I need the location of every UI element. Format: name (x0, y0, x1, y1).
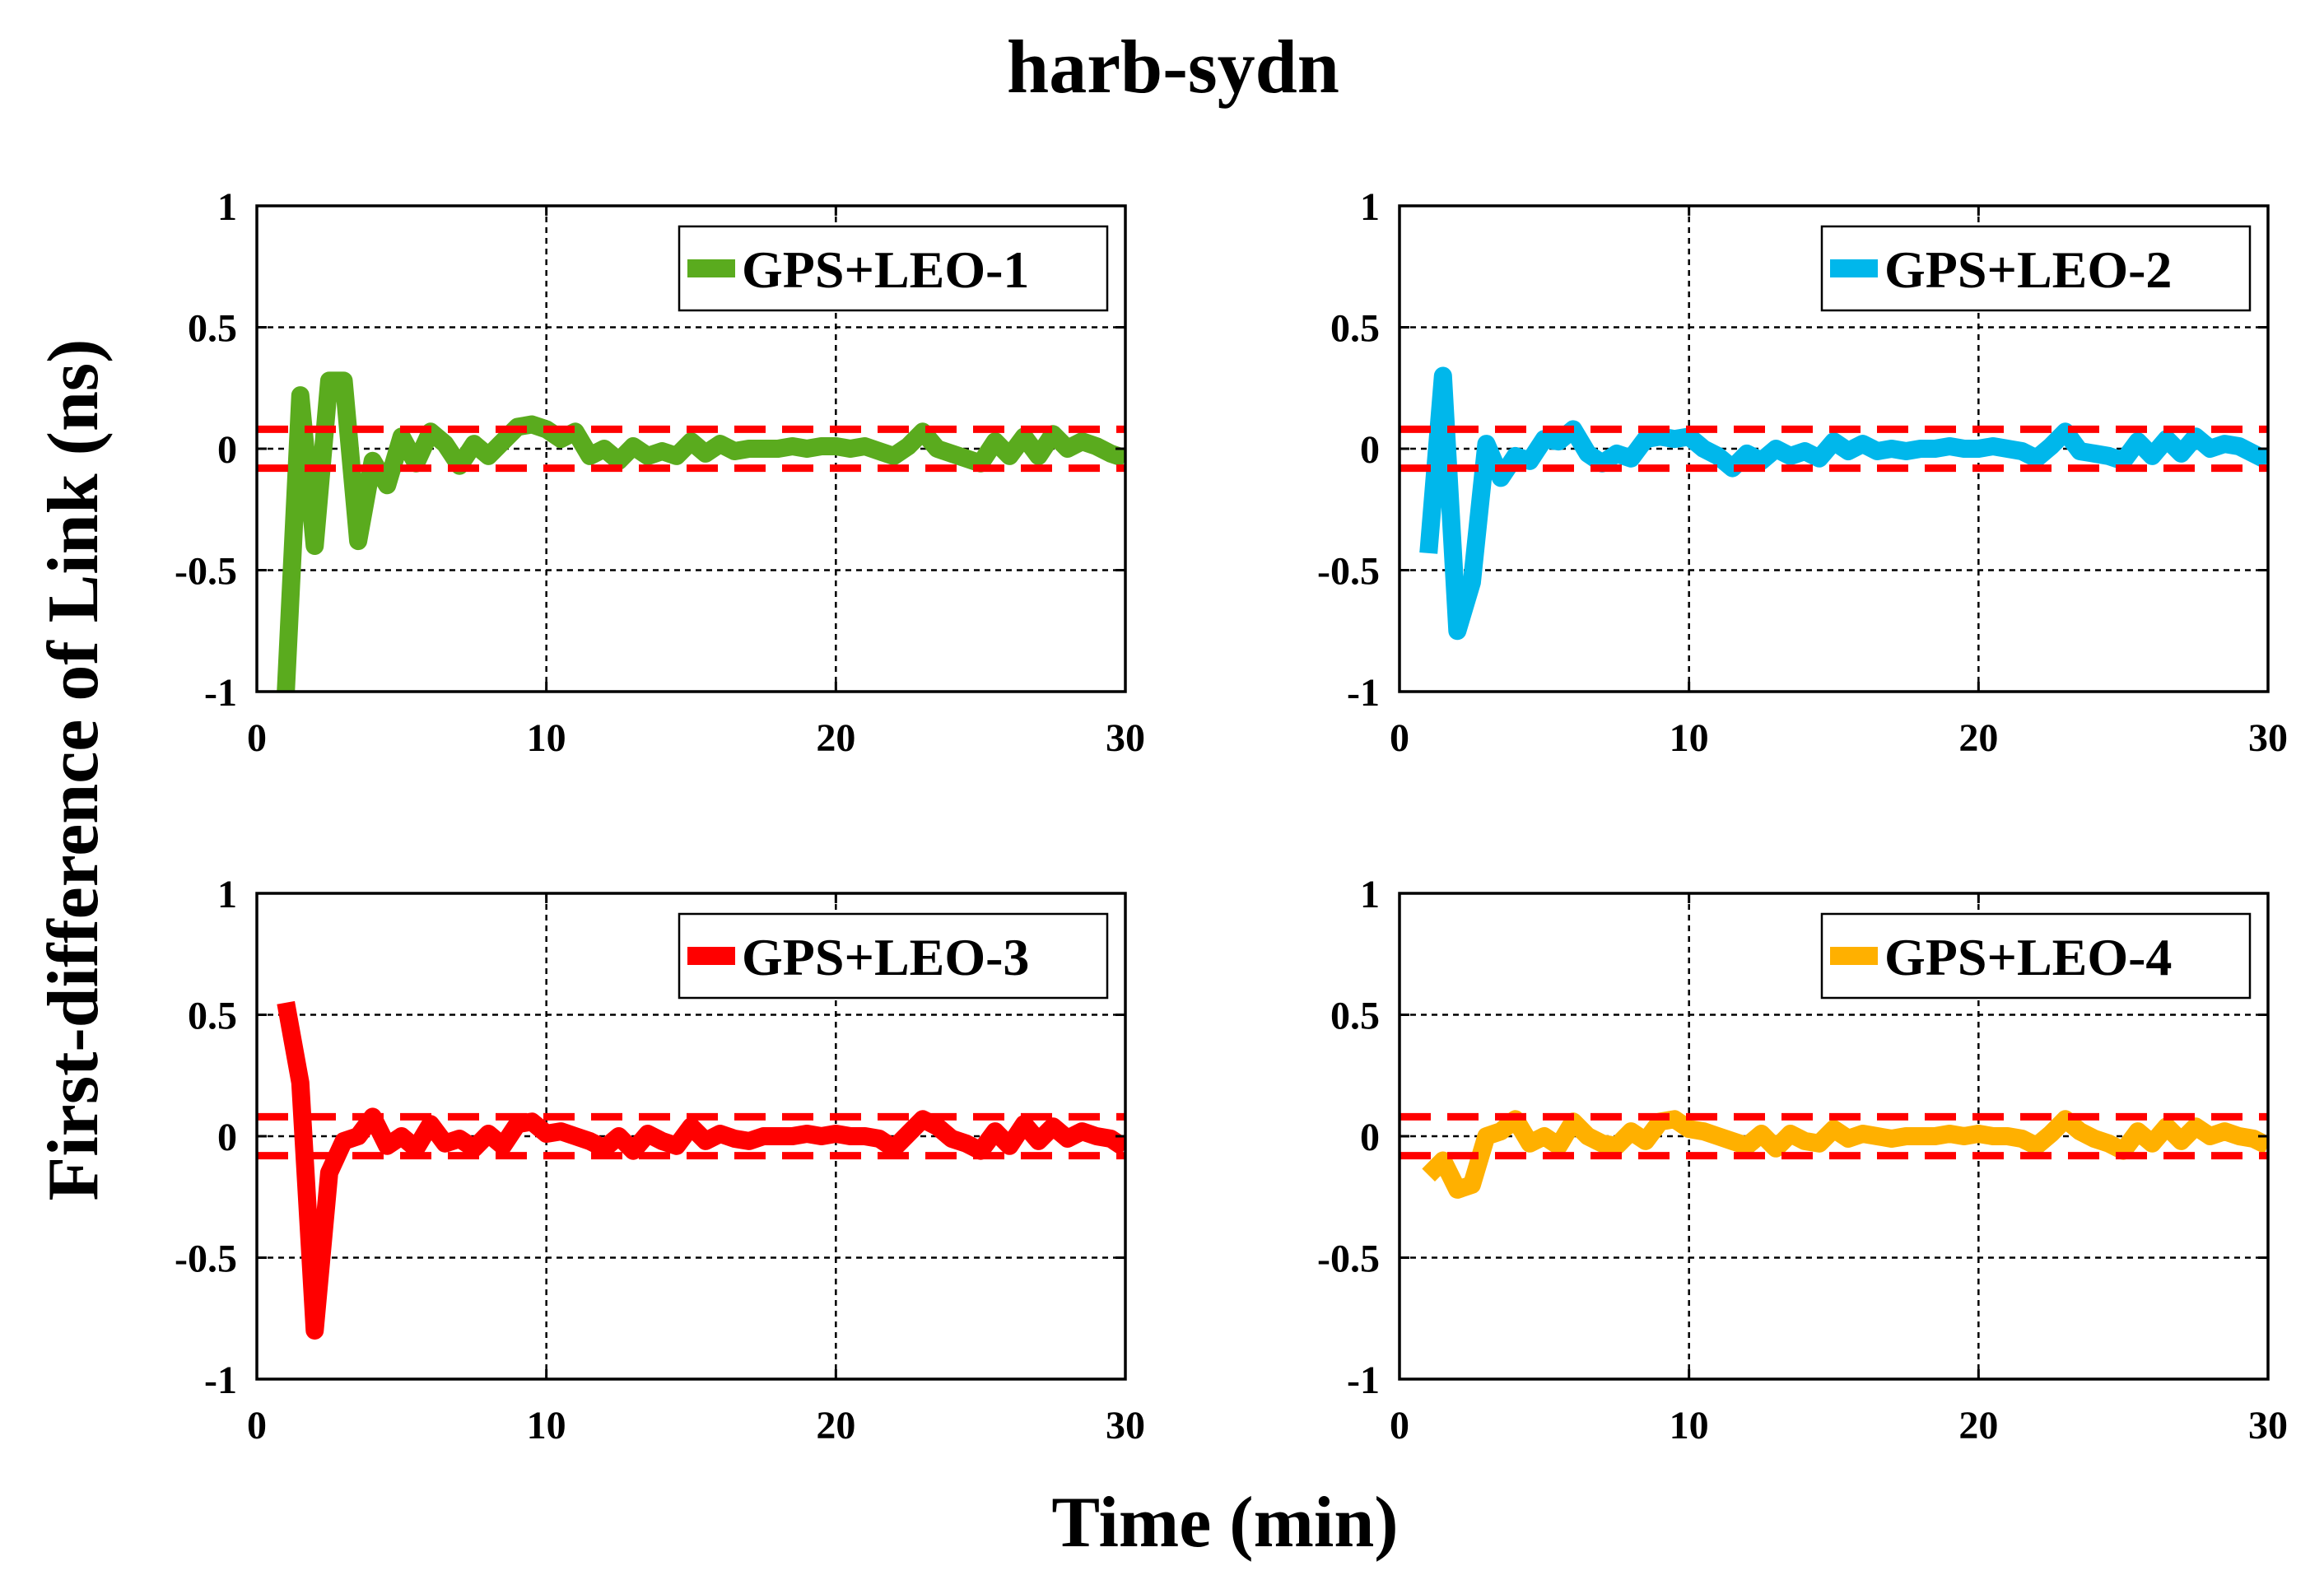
top-right-y-tick-label--0.5: -0.5 (1317, 550, 1380, 594)
top-left-y-tick-label--0.5: -0.5 (175, 550, 237, 594)
top-left-y-tick-label-1: 1 (217, 185, 237, 229)
top-left-y-tick-label--1: -1 (204, 671, 237, 715)
top-right-legend-label: GPS+LEO-2 (1884, 240, 2172, 299)
top-right-x-tick-label-0: 0 (1390, 716, 1409, 760)
top-right-x-tick-label-20: 20 (1958, 716, 1998, 760)
bottom-right-panel: 0 10 20 30 -1 -0.5 0 0.5 1 GPS+LEO-4 (1317, 873, 2288, 1447)
top-left-x-tick-label-20: 20 (816, 716, 855, 760)
top-right-series-line-1 (1419, 366, 2268, 641)
top-right-legend-box (1820, 225, 2252, 312)
bottom-left-x-tick-label-0: 0 (247, 1404, 267, 1447)
x-axis-title: Time (min) (1051, 1483, 1398, 1563)
bottom-right-y-tick-label--1: -1 (1347, 1359, 1380, 1402)
top-right-y-tick-label-1: 1 (1360, 185, 1380, 229)
bottom-left-series-line-1 (277, 1000, 1125, 1340)
top-left-legend-label: GPS+LEO-1 (742, 240, 1029, 299)
bottom-right-y-tick-label-0.5: 0.5 (1330, 995, 1380, 1038)
figure-title: harb-sydn (1007, 25, 1339, 109)
bottom-right-data-layer (1400, 1110, 2268, 1199)
bottom-left-legend-box (678, 912, 1109, 1000)
bottom-left-x-tick-label-20: 20 (816, 1404, 855, 1447)
bottom-left-y-tick-label--0.5: -0.5 (175, 1237, 237, 1281)
top-left-x-tick-label-30: 30 (1106, 716, 1145, 760)
top-left-series-line-1 (277, 371, 1125, 692)
top-right-panel: 0 10 20 30 -1 -0.5 0 0.5 1 GPS+LEO-2 (1317, 185, 2288, 760)
top-right-y-tick-label-0: 0 (1360, 428, 1380, 472)
y-axis-title: First-difference of Link (ns) (34, 339, 114, 1201)
bottom-left-y-tick-label-0.5: 0.5 (188, 995, 237, 1038)
top-right-x-tick-label-30: 30 (2248, 716, 2288, 760)
bottom-right-series-line-1 (1422, 1110, 2268, 1199)
bottom-right-x-tick-label-20: 20 (1958, 1404, 1998, 1447)
top-left-legend-box (678, 225, 1109, 312)
top-right-y-tick-label-0.5: 0.5 (1330, 307, 1380, 351)
bottom-right-y-tick-label-0: 0 (1360, 1116, 1380, 1159)
bottom-right-y-tick-label-1: 1 (1360, 873, 1380, 916)
bottom-left-data-layer (257, 1000, 1125, 1340)
top-right-x-tick-label-10: 10 (1670, 716, 1709, 760)
bottom-left-y-tick-label--1: -1 (204, 1359, 237, 1402)
bottom-right-x-tick-label-0: 0 (1390, 1404, 1409, 1447)
bottom-right-legend-box (1820, 912, 2252, 1000)
bottom-left-y-tick-label-1: 1 (217, 873, 237, 916)
top-left-x-tick-label-10: 10 (527, 716, 566, 760)
top-left-panel: 0 10 20 30 -1 -0.5 0 0.5 1 GPS+LEO-1 (175, 185, 1145, 760)
top-right-y-tick-label--1: -1 (1347, 671, 1380, 715)
bottom-right-y-tick-label--0.5: -0.5 (1317, 1237, 1380, 1281)
bottom-left-panel: 0 10 20 30 -1 -0.5 0 0.5 1 GPS+LEO-3 (175, 873, 1145, 1447)
top-left-data-layer (257, 371, 1125, 692)
top-left-x-tick-label-0: 0 (247, 716, 267, 760)
bottom-right-x-tick-label-30: 30 (2248, 1404, 2288, 1447)
bottom-left-legend-label: GPS+LEO-3 (742, 928, 1029, 986)
bottom-left-x-tick-label-10: 10 (527, 1404, 566, 1447)
bottom-left-y-tick-label-0: 0 (217, 1116, 237, 1159)
bottom-right-legend-label: GPS+LEO-4 (1884, 928, 2172, 986)
top-right-data-layer (1400, 366, 2268, 641)
top-left-y-tick-label-0: 0 (217, 428, 237, 472)
bottom-right-x-tick-label-10: 10 (1670, 1404, 1709, 1447)
bottom-left-x-tick-label-30: 30 (1106, 1404, 1145, 1447)
top-left-y-tick-label-0.5: 0.5 (188, 307, 237, 351)
